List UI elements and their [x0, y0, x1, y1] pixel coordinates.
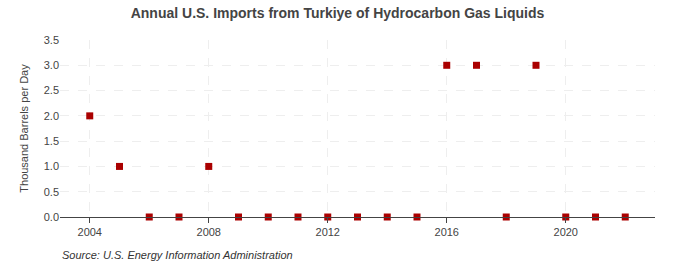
svg-text:0.5: 0.5	[44, 186, 59, 198]
svg-text:Annual U.S. Imports from Turki: Annual U.S. Imports from Turkiye of Hydr…	[131, 5, 545, 21]
svg-text:Source: U.S. Energy Informatio: Source: U.S. Energy Information Administ…	[62, 249, 293, 261]
svg-text:2020: 2020	[554, 226, 578, 238]
svg-text:2016: 2016	[435, 226, 459, 238]
svg-text:2012: 2012	[316, 226, 340, 238]
svg-text:3.5: 3.5	[44, 34, 59, 46]
svg-text:2.0: 2.0	[44, 110, 59, 122]
svg-text:0.0: 0.0	[44, 211, 59, 223]
svg-text:2008: 2008	[197, 226, 221, 238]
svg-text:1.5: 1.5	[44, 135, 59, 147]
svg-text:3.0: 3.0	[44, 59, 59, 71]
svg-text:1.0: 1.0	[44, 160, 59, 172]
svg-text:2004: 2004	[78, 226, 102, 238]
svg-text:Thousand Barrels per Day: Thousand Barrels per Day	[18, 64, 30, 193]
svg-text:2.5: 2.5	[44, 84, 59, 96]
